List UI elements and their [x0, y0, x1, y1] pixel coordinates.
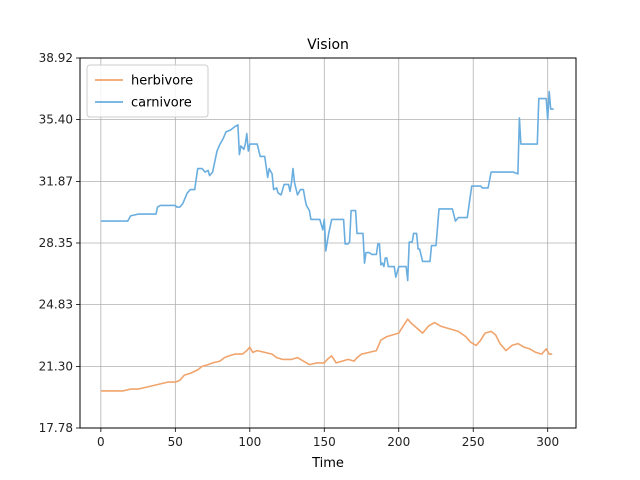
series-line-herbivore: [100, 318, 553, 392]
chart-title: Vision: [307, 37, 349, 53]
legend-box: [86, 64, 209, 118]
y-tick-label: 28.35: [39, 236, 73, 250]
y-tick-label: 31.87: [39, 174, 73, 188]
series-line-carnivore: [100, 90, 554, 282]
x-tick-label: 150: [313, 435, 336, 449]
x-tick-label: 200: [387, 435, 410, 449]
y-tick-label: 24.83: [39, 298, 73, 312]
legend: herbivore carnivore: [86, 64, 209, 118]
x-axis-label: Time: [311, 456, 344, 471]
x-tick-label: 0: [97, 435, 105, 449]
x-tick-label: 250: [462, 435, 485, 449]
axis-ticks: 0 50 100 150 200 250 300 17.78 21.30 24.83 28.35 31…: [39, 51, 560, 449]
x-tick-label: 300: [536, 435, 559, 449]
x-tick-label: 50: [168, 435, 183, 449]
legend-label-herbivore: herbivore: [131, 74, 193, 89]
y-tick-label: 38.92: [39, 51, 73, 65]
y-tick-label: 21.30: [39, 359, 73, 373]
x-tick-label: 100: [238, 435, 261, 449]
series-layer: [100, 90, 554, 392]
y-tick-label: 35.40: [39, 113, 73, 127]
legend-label-carnivore: carnivore: [131, 96, 192, 111]
y-tick-label: 17.78: [39, 421, 73, 435]
